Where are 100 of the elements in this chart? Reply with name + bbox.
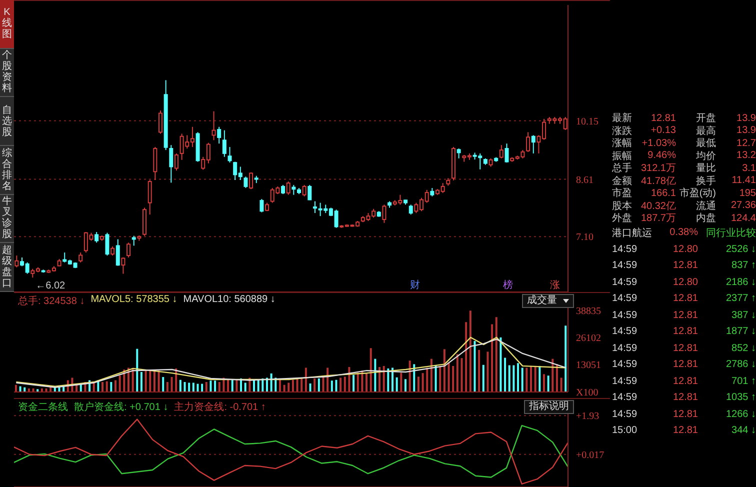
y-tick-label: 38835 [576,306,601,318]
chart-title: 资金二条线 [18,400,68,414]
bar [547,376,550,392]
text: 15:00 12.81 344 ↓ [612,425,756,436]
bar [140,372,142,392]
bar [292,380,294,392]
annotation: 涨 [550,278,560,292]
bar [482,364,484,392]
bar [166,382,168,392]
bar [434,365,437,392]
bar [430,358,432,392]
bar [374,358,376,392]
bar [110,382,112,392]
bar [564,326,567,392]
bar [538,366,541,392]
bar [452,366,454,392]
candlestick [212,110,216,141]
bar [387,368,390,392]
bar [278,380,281,392]
bar [253,380,255,392]
text: 14:59 12.80 2186 ↓ [612,276,756,288]
bar [335,380,338,392]
bar [330,380,333,392]
bar [478,350,480,392]
bar [396,377,398,392]
text: 股本 40.32亿 流通 27.36 [612,200,756,212]
bar [526,368,528,392]
text: 涨幅 +1.03% 最低 12.7 [612,138,756,150]
bar [214,380,216,392]
bar [153,370,156,392]
bar [309,383,312,392]
text: 14:59 12.81 2377 ↑ [612,293,756,304]
text: 金额 41.78亿 换手 11.41 [612,175,756,187]
y-tick-label: +0.017 [576,450,604,461]
text: K线图 [1,7,13,40]
bar [218,382,220,392]
bar [382,366,385,392]
bar [201,384,204,392]
bar [417,376,420,392]
bar [170,377,173,392]
y-tick-label: 10.15 [576,116,598,128]
bar [102,382,104,392]
bar [352,374,355,392]
bar [288,382,290,392]
bar [322,377,324,392]
bar [106,381,108,392]
bar [486,352,489,392]
bar [500,337,502,392]
bar [114,380,116,392]
y-tick-label: +1.93 [576,411,600,422]
bar [448,362,450,392]
bar [144,370,147,392]
bar [340,378,342,392]
text: MAVOL10: 560889 ↓ [183,294,276,307]
bar [426,368,428,392]
bar [530,366,532,392]
text: 最新 12.81 开盘 13.9 [612,112,756,124]
text: 涨跌 +0.13 最高 13.9 [612,125,756,137]
bar [517,363,520,392]
text: 散户资金线: +0.701 ↓ [74,400,168,414]
bar [378,367,381,392]
text: 14:59 12.81 1035 ↑ [612,392,756,404]
text: 外盘 187.7万 内盘 124.4 [612,212,756,224]
bar [162,377,164,392]
text: 个股资料 [0,50,14,94]
bar [314,378,316,392]
y-tick-label: 13051 [576,360,601,372]
bar [231,380,234,392]
bar [318,378,320,392]
line-series [14,424,569,478]
bar [62,387,65,392]
bar [132,368,134,392]
y-tick-label: 7.10 [576,232,594,244]
bar [495,317,498,392]
bar [118,376,121,392]
text: 指标说明 [529,401,569,413]
bar [136,348,138,392]
text: 港口航运 0.38% 同行业比较 [612,227,756,239]
bar [196,384,199,392]
bar [552,358,554,392]
bar [456,354,458,392]
bar [534,366,536,392]
text: 14:59 12.81 701 ↑ [612,376,756,387]
bar [179,380,182,392]
bar [460,358,463,392]
text: 自选股 [1,104,13,138]
annotation: ←6.02 [36,280,66,292]
text: 总手: 324538 ↓ [18,294,85,308]
bar [443,349,446,392]
bar [158,370,160,392]
bar [556,364,558,392]
bar [404,379,406,392]
text: 14:59 12.81 852 ↓ [612,342,756,354]
bar [344,376,346,392]
bar [244,382,246,392]
bar [439,366,442,392]
text: 成交量 [527,295,557,307]
bar [184,382,186,392]
y-tick-label: X100 [576,388,598,399]
y-tick-label: 26102 [576,332,601,344]
